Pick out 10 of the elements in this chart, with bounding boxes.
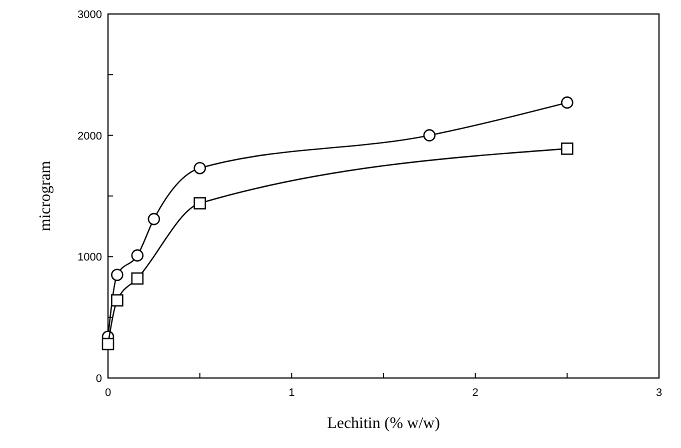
y-tick-label: 3000 bbox=[78, 9, 102, 21]
y-tick-label: 1000 bbox=[78, 252, 102, 264]
x-tick-label: 3 bbox=[656, 387, 662, 399]
y-tick-label: 2000 bbox=[78, 130, 102, 142]
x-axis-title: Lechitin (% w/w) bbox=[327, 415, 440, 432]
x-tick-label: 0 bbox=[104, 387, 112, 399]
y-axis-title: microgram bbox=[37, 160, 54, 232]
x-tick-label: 1 bbox=[288, 387, 295, 399]
y-tick-label: 0 bbox=[96, 373, 102, 385]
x-tick-label: 2 bbox=[472, 387, 478, 399]
